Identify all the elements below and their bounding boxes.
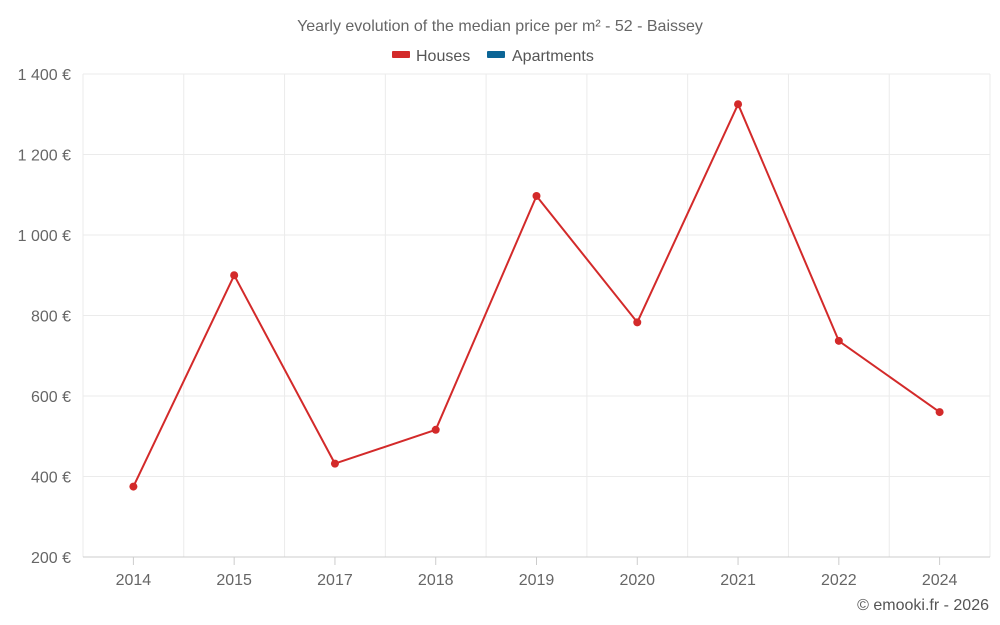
- x-tick-label: 2024: [922, 572, 958, 589]
- grid: [82, 73, 991, 557]
- legend-label-houses: Houses: [416, 48, 470, 65]
- legend-label-apartments: Apartments: [512, 48, 594, 65]
- series-line-houses: [132, 103, 941, 488]
- y-tick-label: 1 400 €: [18, 67, 71, 84]
- x-tick-label: 2017: [317, 572, 353, 589]
- y-tick-label: 400 €: [31, 470, 71, 487]
- y-tick-label: 1 200 €: [18, 148, 71, 165]
- x-tick-label: 2021: [720, 572, 756, 589]
- data-point-houses[interactable]: [532, 191, 541, 200]
- y-axis: 200 € 400 € 600 € 800 € 1 000 € 1 200 € 1 400 …: [18, 67, 71, 567]
- x-tick-label: 2014: [116, 572, 152, 589]
- x-tick-label: 2018: [418, 572, 454, 589]
- chart-title: Yearly evolution of the median price per…: [297, 18, 703, 35]
- data-point-houses[interactable]: [129, 482, 138, 491]
- data-point-houses[interactable]: [935, 408, 944, 417]
- credit-text[interactable]: © emooki.fr - 2026: [857, 597, 989, 614]
- y-tick-label: 200 €: [31, 550, 71, 567]
- x-tick-label: 2022: [821, 572, 857, 589]
- legend: Houses Apartments: [392, 48, 594, 65]
- plot-area: [129, 100, 944, 491]
- x-tick-label: 2019: [519, 572, 555, 589]
- legend-item-apartments[interactable]: Apartments: [487, 48, 594, 65]
- legend-swatch-apartments: [487, 51, 505, 58]
- x-tick-label: 2015: [216, 572, 252, 589]
- data-point-houses[interactable]: [330, 459, 339, 468]
- x-axis: 2014 2015 2017 2018 2019 2020 2021 2022 2024: [83, 556, 990, 589]
- y-tick-label: 800 €: [31, 309, 71, 326]
- data-point-houses[interactable]: [834, 336, 843, 345]
- x-tick-label: 2020: [619, 572, 655, 589]
- data-point-houses[interactable]: [230, 271, 239, 280]
- data-point-houses[interactable]: [734, 100, 743, 109]
- legend-swatch-houses: [392, 51, 410, 58]
- data-point-houses[interactable]: [431, 425, 440, 434]
- y-tick-label: 1 000 €: [18, 228, 71, 245]
- data-point-houses[interactable]: [633, 318, 642, 327]
- y-tick-label: 600 €: [31, 389, 71, 406]
- legend-item-houses[interactable]: Houses: [392, 48, 470, 65]
